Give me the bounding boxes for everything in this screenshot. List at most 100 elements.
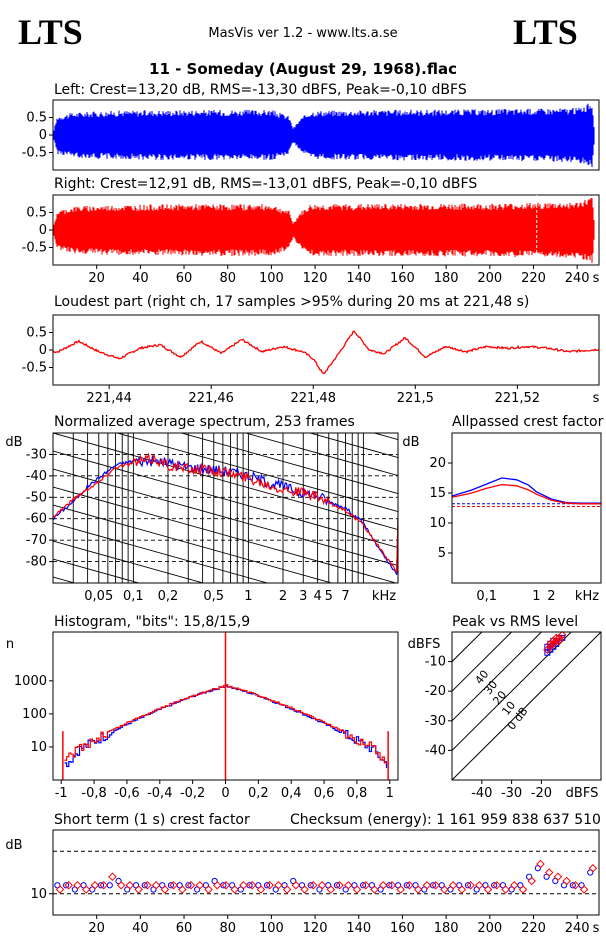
short-crest-point xyxy=(527,876,536,886)
right-waveform-series xyxy=(52,197,595,263)
short-crest-point xyxy=(403,882,410,889)
histogram-xtick: 0,6 xyxy=(314,786,335,801)
short-crest-point xyxy=(307,882,314,889)
short-crest-ylabel: dB xyxy=(5,838,22,853)
left-waveform-series xyxy=(52,103,595,167)
right-waveform-ytick: 0.5 xyxy=(26,206,47,221)
short-crest-point xyxy=(160,885,170,894)
crest-right-line xyxy=(451,483,601,505)
right-waveform-title: Right: Crest=12,91 dB, RMS=-13,01 dBFS, … xyxy=(54,176,478,192)
short-crest-point xyxy=(247,881,257,890)
right-waveform-xtick: 200 xyxy=(477,271,502,286)
short-crest-point xyxy=(543,873,550,880)
crest-diagonal xyxy=(452,632,483,662)
short-crest-point xyxy=(291,881,301,890)
short-crest-ytick: 10 xyxy=(30,887,47,902)
short-crest-point xyxy=(150,886,157,893)
short-crest-point xyxy=(440,885,449,894)
crest-xtick: 2 xyxy=(547,589,555,604)
histogram-xtick: -0,8 xyxy=(81,786,106,801)
histogram-xtick: 0 xyxy=(221,786,229,801)
peak-rms-point xyxy=(546,642,555,652)
loudest-part-ytick: 0 xyxy=(39,343,47,358)
right-waveform-xunit: s xyxy=(593,271,600,286)
right-waveform-xtick: 240 xyxy=(565,271,590,286)
crest-frame xyxy=(451,432,602,584)
logo-right: LTS xyxy=(513,12,578,52)
histogram-ytick: 100 xyxy=(22,707,47,722)
short-crest-point xyxy=(246,882,253,889)
peak-rms-frame xyxy=(451,631,602,781)
spectrum-slope-line xyxy=(53,522,269,583)
peak-rms-ytick: -20 xyxy=(425,684,446,699)
histogram-xtick: -0,6 xyxy=(114,786,139,801)
peak-rms-xunit: dBFS xyxy=(566,786,599,801)
spectrum-xunit: kHz xyxy=(372,589,396,604)
crest-ytick: 10 xyxy=(429,516,446,531)
histogram-ytick: 10 xyxy=(30,740,47,755)
spectrum-ylabel: dB xyxy=(5,435,22,450)
crest-xtick: 1 xyxy=(532,589,540,604)
short-crest-point xyxy=(491,882,498,889)
short-crest-xtick: 200 xyxy=(477,921,502,936)
right-waveform-xtick: 20 xyxy=(88,271,105,286)
short-crest-point xyxy=(274,881,283,890)
histogram-xtick: -0,2 xyxy=(180,786,205,801)
spectrum-slope-line xyxy=(53,558,141,583)
short-crest-point xyxy=(405,881,414,890)
right-waveform-xtick: 220 xyxy=(521,271,546,286)
short-crest-point xyxy=(230,885,239,894)
peak-rms-lines xyxy=(452,632,601,780)
short-crest-point xyxy=(141,882,148,889)
left-waveform-ytick: -0.5 xyxy=(22,146,47,161)
short-crest-point xyxy=(571,881,580,890)
spectrum-slope-line xyxy=(179,433,398,495)
spectrum-slope-line xyxy=(244,433,398,477)
spectrum-slope-line xyxy=(53,540,205,583)
short-crest-point xyxy=(473,886,480,893)
short-crest-point xyxy=(212,881,222,890)
short-crest-point xyxy=(167,882,175,889)
short-crest-point xyxy=(116,881,126,890)
short-crest-xtick: 180 xyxy=(434,921,459,936)
short-crest-xunit: s xyxy=(593,921,600,936)
peak-rms-xtick: -30 xyxy=(501,786,522,801)
short-crest-point xyxy=(73,881,82,890)
short-crest-point xyxy=(335,881,344,890)
spectrum-slope-line xyxy=(53,433,398,531)
peak-rms-ytick: -40 xyxy=(425,743,446,758)
short-crest-xtick: 80 xyxy=(219,921,236,936)
crest-left-line xyxy=(451,477,601,504)
short-crest-point xyxy=(431,881,440,890)
crest-ytick: 5 xyxy=(438,546,446,561)
spectrum-xtick: 0,05 xyxy=(84,589,113,604)
spectrum-slope-line xyxy=(53,468,398,567)
short-crest-point xyxy=(569,882,576,889)
short-crest-xtick: 220 xyxy=(521,921,546,936)
short-crest-point xyxy=(239,881,248,890)
spectrum-slope-line xyxy=(53,486,398,583)
short-crest-xtick: 120 xyxy=(303,921,328,936)
short-crest-point xyxy=(475,881,484,890)
right-waveform-xtick: 40 xyxy=(132,271,149,286)
short-crest-point xyxy=(220,882,227,889)
histogram-ytick: 1000 xyxy=(14,674,47,689)
short-crest-point xyxy=(588,864,598,873)
short-crest-point xyxy=(396,885,405,894)
right-waveform-xtick: 160 xyxy=(390,271,415,286)
short-crest-xtick: 140 xyxy=(346,921,371,936)
short-crest-point xyxy=(552,877,559,885)
right-waveform-xtick: 100 xyxy=(259,271,284,286)
short-crest-point xyxy=(204,885,213,894)
loudest-part-xtick: 221,44 xyxy=(86,391,132,406)
histogram-ylabel: n xyxy=(6,637,14,652)
loudest-part-ytick: 0.5 xyxy=(26,326,47,341)
spectrum-left-line xyxy=(53,455,398,575)
short-crest-point xyxy=(106,882,113,889)
crest-factor-title: Allpassed crest factor xyxy=(452,414,604,430)
left-waveform-title: Left: Crest=13,20 dB, RMS=-13,30 dBFS, P… xyxy=(54,82,467,98)
peak-rms-xtick: -20 xyxy=(531,786,552,801)
histogram-xtick: 0,4 xyxy=(281,786,302,801)
spectrum-title: Normalized average spectrum, 253 frames xyxy=(54,414,355,430)
right-waveform-xtick: 140 xyxy=(346,271,371,286)
